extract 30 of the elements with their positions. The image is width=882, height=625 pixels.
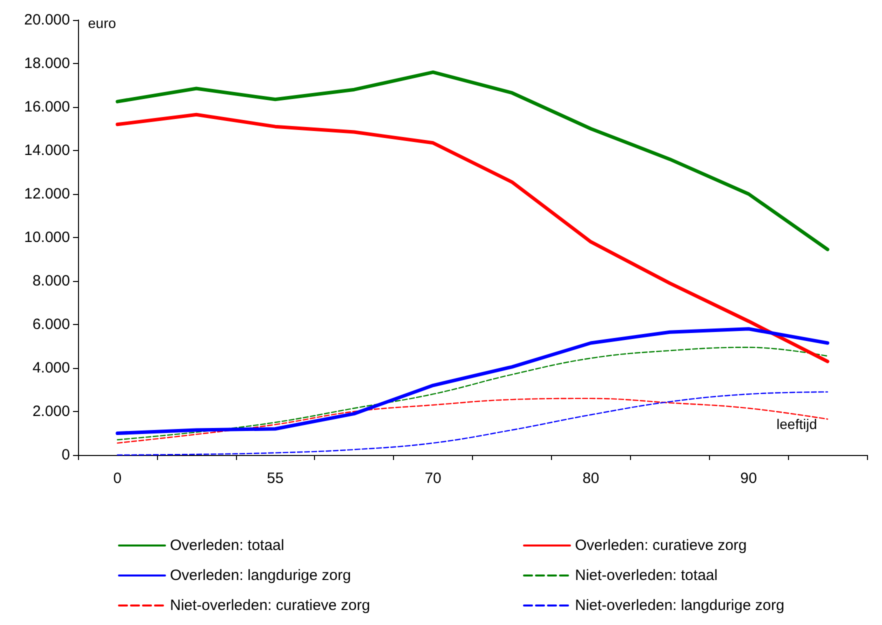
line-series (116, 327, 830, 435)
x-tick-label: 80 (582, 470, 600, 487)
x-tick-label: 90 (740, 470, 757, 487)
y-tick-label: 8.000 (32, 272, 70, 290)
legend-label: Niet-overleden: curatieve zorg (170, 597, 370, 614)
x-tick-label: 0 (113, 470, 122, 487)
y-tick-label: 10.000 (24, 229, 70, 246)
y-tick-label: 16.000 (24, 98, 70, 116)
y-tick-label: 6.000 (32, 316, 70, 333)
legend-label: Overleden: curatieve zorg (575, 537, 747, 554)
legend-label: Overleden: totaal (170, 537, 284, 554)
x-tick-label: 55 (266, 470, 284, 487)
y-axis-title: euro (88, 15, 116, 31)
y-tick-label: 2.000 (32, 403, 70, 420)
line-series (116, 398, 828, 444)
legend-label: Niet-overleden: totaal (575, 567, 718, 584)
legend-label: Niet-overleden: langdurige zorg (575, 597, 784, 614)
x-tick-label: 70 (424, 470, 442, 487)
line-series (116, 346, 828, 440)
y-tick-label: 20.000 (24, 12, 70, 28)
line-series (116, 391, 828, 456)
line-series (116, 112, 830, 364)
y-tick-label: 18.000 (24, 55, 70, 72)
x-axis-title: leeftijd (776, 416, 817, 432)
legend-label: Overleden: langdurige zorg (170, 567, 351, 584)
line-series (116, 70, 830, 252)
y-tick-label: 12.000 (24, 186, 70, 202)
y-tick-label: 0 (62, 446, 70, 464)
y-tick-label: 4.000 (32, 360, 70, 376)
y-tick-label: 14.000 (24, 142, 70, 159)
